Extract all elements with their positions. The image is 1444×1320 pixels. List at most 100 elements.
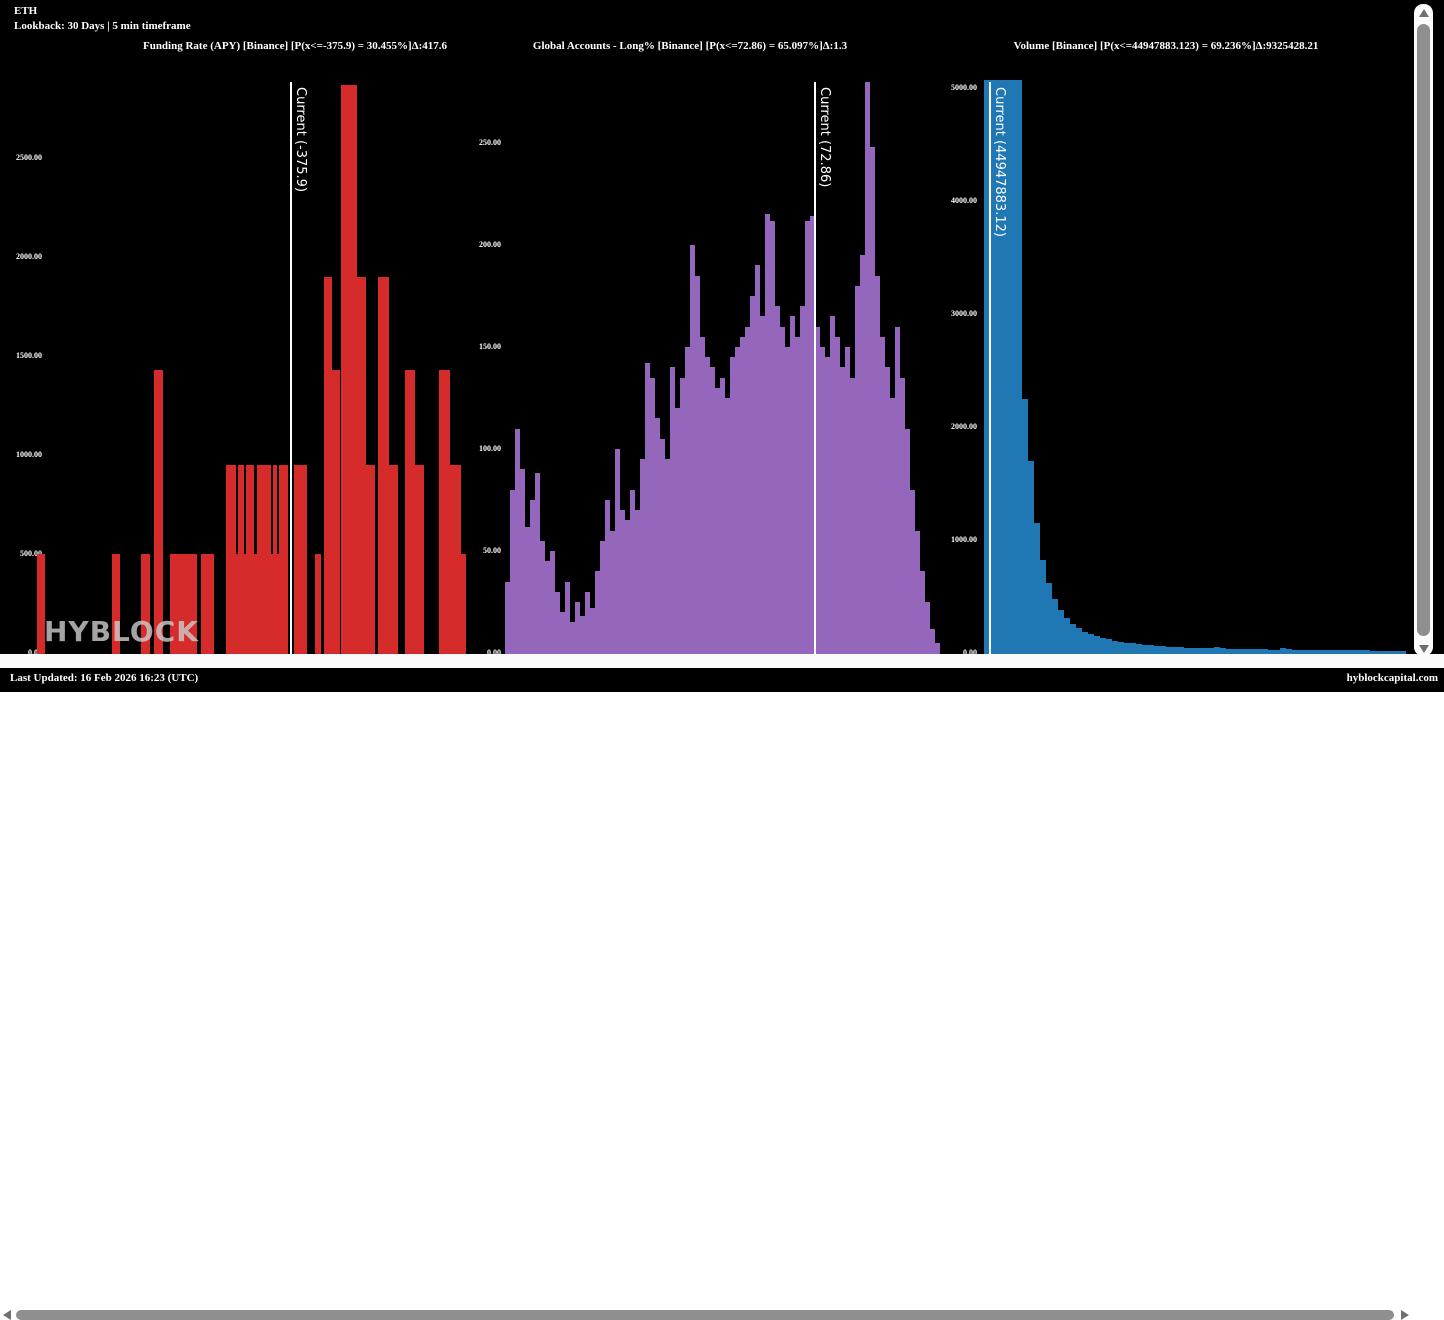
histogram-bar — [1388, 650, 1394, 655]
histogram-bar — [715, 387, 720, 655]
histogram-bar — [1382, 650, 1388, 655]
last-updated-label: Last Updated: 16 Feb 2026 16:23 (UTC) — [10, 672, 199, 684]
histogram-bar — [366, 464, 375, 655]
y-tick-label: 0.00 — [487, 648, 501, 657]
y-tick-label: 500.00 — [20, 549, 42, 558]
histogram-bar — [1148, 645, 1154, 655]
histogram-bar — [865, 81, 870, 655]
histogram-bar — [615, 449, 620, 655]
histogram-bar — [635, 510, 640, 655]
histogram-bar — [1244, 649, 1250, 655]
y-tick-label: 2500.00 — [16, 153, 42, 162]
histogram-bar — [920, 571, 925, 655]
histogram-bar — [905, 428, 910, 655]
histogram-bar — [1322, 650, 1328, 655]
histogram-bar — [550, 551, 555, 655]
histogram-bar — [575, 602, 580, 655]
histogram-bar — [37, 554, 45, 655]
histogram-bar — [825, 357, 830, 655]
histogram-bar — [1376, 650, 1382, 655]
histogram-bar — [750, 296, 755, 655]
histogram-bar — [505, 581, 510, 655]
histogram-bar — [840, 367, 845, 655]
histogram-bar — [600, 540, 605, 655]
histogram-bar — [680, 377, 685, 655]
y-tick-label: 2000.00 — [16, 252, 42, 261]
histogram-bar — [1280, 648, 1286, 655]
histogram-bar — [1358, 650, 1364, 655]
histogram-bar — [450, 464, 461, 655]
histogram-bar — [775, 306, 780, 655]
histogram-bar — [625, 520, 630, 655]
histogram-bar — [1136, 644, 1142, 655]
histogram-bar — [785, 347, 790, 655]
scroll-up-icon[interactable] — [1419, 9, 1429, 17]
horizontal-scroll-thumb[interactable] — [16, 1310, 1394, 1320]
histogram-bar — [570, 622, 575, 655]
histogram-bar — [201, 554, 214, 655]
histogram-bar — [315, 554, 321, 655]
histogram-bar — [745, 326, 750, 655]
histogram-bar — [273, 464, 277, 655]
histogram-bar — [294, 464, 307, 655]
histogram-bar — [141, 554, 150, 655]
histogram-bar — [795, 336, 800, 655]
histogram-bar — [1232, 648, 1238, 655]
histogram-bar — [915, 530, 920, 655]
chart-2-title: Volume [Binance] [P(x<=44947883.123) = 6… — [1013, 40, 1319, 52]
current-value-line — [989, 82, 991, 655]
histogram-bar — [1364, 650, 1370, 655]
histogram-bar — [1220, 647, 1226, 655]
histogram-bar — [935, 642, 940, 655]
histogram-bar — [535, 473, 540, 655]
histogram-bar — [870, 147, 875, 655]
histogram-bar — [1196, 648, 1202, 655]
scroll-down-icon[interactable] — [1419, 645, 1429, 653]
histogram-bar — [1298, 649, 1304, 655]
histogram-bar — [890, 398, 895, 655]
current-value-line — [814, 82, 816, 655]
histogram-bar — [1346, 650, 1352, 655]
histogram-bar — [610, 530, 615, 655]
histogram-bar — [1070, 623, 1076, 655]
horizontal-scrollbar[interactable] — [0, 654, 1444, 1320]
histogram-bar — [510, 489, 515, 655]
y-tick-label: 2000.00 — [951, 422, 977, 431]
histogram-bar — [1370, 650, 1376, 655]
vertical-scroll-thumb[interactable] — [1417, 24, 1430, 636]
histogram-bar — [415, 464, 424, 655]
histogram-bar — [655, 418, 660, 655]
histogram-bar — [895, 326, 900, 655]
y-tick-label: 150.00 — [479, 342, 501, 351]
histogram-bar — [1262, 649, 1268, 655]
histogram-bar — [660, 438, 665, 655]
symbol-label: ETH — [14, 5, 38, 17]
histogram-bar — [246, 464, 254, 655]
histogram-bar — [1274, 649, 1280, 655]
histogram-bar — [560, 612, 565, 655]
histogram-bar — [1394, 650, 1400, 655]
histogram-bar — [1082, 631, 1088, 655]
scroll-left-icon[interactable] — [3, 1310, 11, 1320]
scroll-right-icon[interactable] — [1401, 1310, 1409, 1320]
histogram-bar — [580, 616, 585, 655]
histogram-bar — [1124, 642, 1130, 655]
histogram-bar — [1184, 647, 1190, 655]
histogram-bar — [1160, 646, 1166, 655]
histogram-bar — [112, 554, 120, 655]
histogram-bar — [565, 581, 570, 655]
chart-0-title: Funding Rate (APY) [Binance] [P(x<=-375.… — [142, 40, 448, 52]
histogram-bar — [770, 220, 775, 655]
histogram-bar — [461, 554, 466, 655]
histogram-bar — [1214, 646, 1220, 655]
chart-canvas: ETH Lookback: 30 Days | 5 min timeframe … — [0, 0, 1444, 692]
histogram-bar — [780, 326, 785, 655]
histogram-bar — [815, 326, 820, 655]
histogram-bar — [1268, 649, 1274, 655]
histogram-bar — [555, 591, 560, 655]
histogram-bar — [1316, 649, 1322, 655]
histogram-bar — [1226, 648, 1232, 655]
histogram-bar — [540, 540, 545, 655]
histogram-bar — [910, 489, 915, 655]
hyblock-watermark: HYBLOCK — [44, 615, 199, 648]
